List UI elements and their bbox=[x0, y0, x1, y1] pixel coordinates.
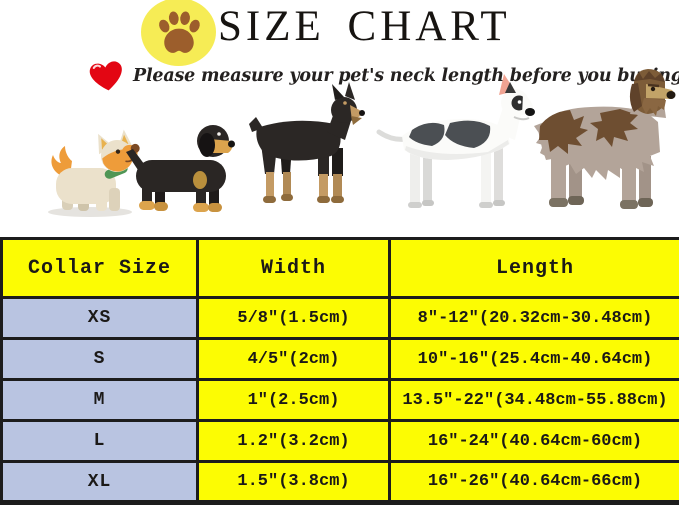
paw-icon bbox=[158, 11, 200, 53]
length-value: 13.5"-22"(34.48cm-55.88cm) bbox=[388, 378, 679, 422]
table-row-m: M 1"(2.5cm) 13.5"-22"(34.48cm-55.88cm) bbox=[0, 378, 679, 422]
length-value: 10"-16"(25.4cm-40.64cm) bbox=[388, 337, 679, 381]
page-title: SIZE CHART bbox=[218, 3, 511, 50]
width-value: 4/5"(2cm) bbox=[196, 337, 391, 381]
size-label: L bbox=[0, 419, 199, 463]
table-row-xs: XS 5/8"(1.5cm) 8"-12"(20.32cm-30.48cm) bbox=[0, 296, 679, 340]
column-header-collar-size: Collar Size bbox=[0, 237, 199, 299]
width-value: 1"(2.5cm) bbox=[196, 378, 391, 422]
column-header-width: Width bbox=[196, 237, 391, 299]
length-value: 8"-12"(20.32cm-30.48cm) bbox=[388, 296, 679, 340]
size-label: S bbox=[0, 337, 199, 381]
large-shaggy-dog-icon bbox=[526, 66, 678, 222]
doberman-dog-icon bbox=[243, 82, 365, 216]
pointer-dog-icon bbox=[376, 74, 535, 216]
size-label: M bbox=[0, 378, 199, 422]
table-row-s: S 4/5"(2cm) 10"-16"(25.4cm-40.64cm) bbox=[0, 337, 679, 381]
subtitle-text: Please measure your pet's neck length be… bbox=[133, 65, 679, 86]
size-label: XS bbox=[0, 296, 199, 340]
length-value: 16"-24"(40.64cm-60cm) bbox=[388, 419, 679, 463]
column-header-length: Length bbox=[388, 237, 679, 299]
width-value: 5/8"(1.5cm) bbox=[196, 296, 391, 340]
table-header-row: Collar Size Width Length bbox=[0, 237, 679, 299]
table-row-xl: XL 1.5"(3.8cm) 16"-26"(40.64cm-66cm) bbox=[0, 460, 679, 504]
subtitle-row: Please measure your pet's neck length be… bbox=[86, 57, 679, 94]
paw-badge bbox=[141, 0, 216, 66]
width-value: 1.2"(3.2cm) bbox=[196, 419, 391, 463]
length-value: 16"-26"(40.64cm-66cm) bbox=[388, 460, 679, 504]
size-chart-table: Collar Size Width Length XS 5/8"(1.5cm) … bbox=[0, 237, 679, 505]
width-value: 1.5"(3.8cm) bbox=[196, 460, 391, 504]
heart-icon bbox=[86, 57, 127, 94]
dachshund-dog-icon bbox=[120, 116, 235, 218]
table-row-l: L 1.2"(3.2cm) 16"-24"(40.64cm-60cm) bbox=[0, 419, 679, 463]
size-label: XL bbox=[0, 460, 199, 504]
